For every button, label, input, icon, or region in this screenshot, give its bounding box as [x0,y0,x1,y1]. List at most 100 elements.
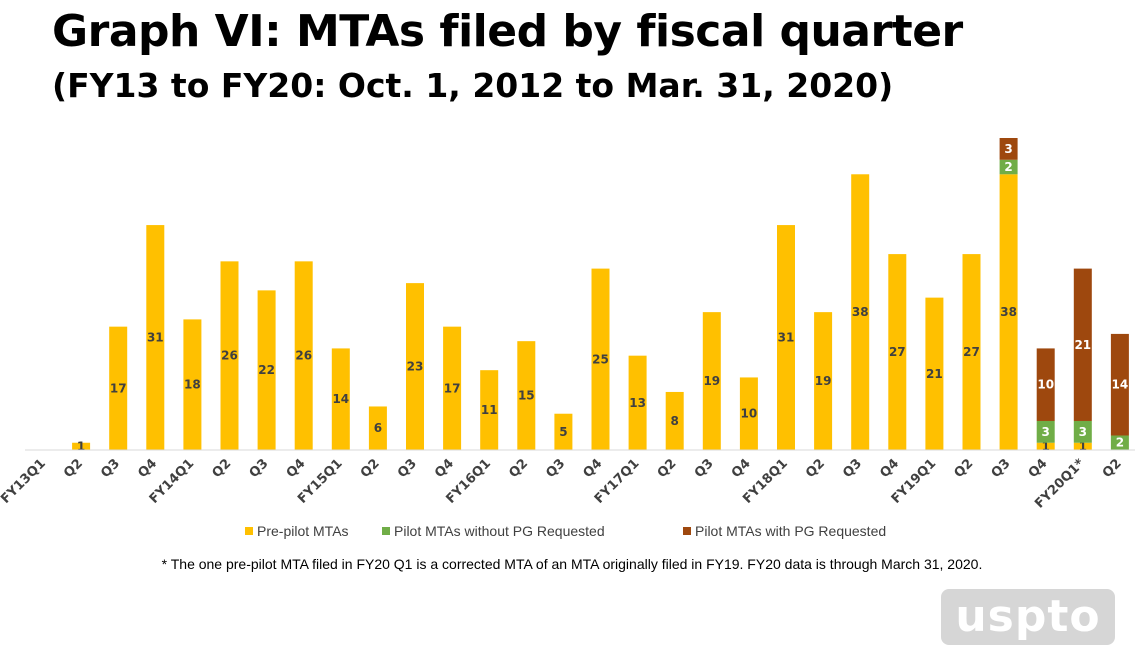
x-tick-label: Q2 [358,456,383,481]
data-label: 19 [815,374,832,388]
bar-pre-pilot-mtas-18 [702,312,721,450]
logo-text: uspto [955,591,1101,642]
data-label: 1 [1079,439,1087,453]
bar-pre-pilot-mtas-16 [628,355,647,450]
x-tick-label: Q4 [284,456,309,481]
bar-pre-pilot-mtas-28 [1073,442,1092,450]
bar-pre-pilot-mtas-11 [443,326,462,450]
legend-swatch [245,527,253,535]
bar-pre-pilot-mtas-26 [999,174,1018,451]
data-label: 6 [374,421,382,435]
bar-pre-pilot-mtas-13 [517,341,536,450]
x-tick-label: Q3 [98,456,123,481]
bar-pilot-mtas-with-pg-requested-27 [1036,348,1055,421]
data-label: 14 [332,392,349,406]
x-tick-label: Q4 [135,456,160,481]
data-label: 14 [1112,378,1129,392]
x-tick-label: Q3 [989,456,1014,481]
bar-pre-pilot-mtas-9 [368,406,387,450]
data-label: 5 [559,425,567,439]
bar-pilot-mtas-with-pg-requested-29 [1110,333,1129,436]
data-label: 10 [1037,378,1054,392]
bar-pre-pilot-mtas-25 [962,254,981,450]
x-tick-label: Q2 [210,456,235,481]
x-tick-label: Q4 [1026,456,1051,481]
uspto-logo: uspto [941,589,1115,645]
bar-pilot-mtas-without-pg-requested-29 [1110,435,1129,450]
x-tick-label: Q3 [692,456,717,481]
data-label: 3 [1079,425,1087,439]
legend-label: Pre-pilot MTAs [257,523,349,539]
bar-pre-pilot-mtas-14 [554,413,573,450]
x-tick-label: Q2 [952,456,977,481]
data-label: 31 [147,331,164,345]
bar-pilot-mtas-with-pg-requested-28 [1073,268,1092,421]
bar-pre-pilot-mtas-4 [183,319,202,450]
data-label: 11 [481,403,498,417]
bar-pre-pilot-mtas-20 [777,225,795,450]
data-label: 15 [518,389,535,403]
legend-label: Pilot MTAs with PG Requested [695,523,886,539]
x-tick-label: Q4 [729,456,754,481]
bar-pre-pilot-mtas-10 [406,283,424,450]
bar-pre-pilot-mtas-24 [925,297,944,450]
x-tick-label: Q3 [395,456,420,481]
data-label: 23 [407,360,424,374]
x-tick-label: Q2 [506,456,531,481]
data-label: 3 [1004,142,1012,156]
bar-pre-pilot-mtas-1 [72,442,91,450]
x-tick-label: Q2 [803,456,828,481]
data-label: 1 [77,439,85,453]
bar-pre-pilot-mtas-15 [591,268,610,450]
legend-swatch [382,527,390,535]
data-label: 25 [592,352,609,366]
bar-pilot-mtas-without-pg-requested-26 [999,159,1018,175]
bars-group: 1173118262226146231711155251381910311938… [72,138,1129,453]
bar-pre-pilot-mtas-17 [665,391,684,450]
data-label: 17 [444,381,461,395]
data-label: 1 [1042,439,1050,453]
bar-pre-pilot-mtas-3 [146,225,165,450]
bar-pre-pilot-mtas-21 [814,312,833,450]
bar-pilot-mtas-without-pg-requested-28 [1073,420,1092,443]
data-label: 2 [1116,436,1124,450]
data-label: 26 [295,349,312,363]
x-tick-label: Q4 [432,456,457,481]
x-tick-label: Q2 [61,456,86,481]
x-tick-label: Q4 [877,456,902,481]
bar-pre-pilot-mtas-23 [888,254,907,450]
data-label: 38 [1000,305,1017,319]
x-tick-label: Q3 [543,456,568,481]
data-label: 19 [703,374,720,388]
bar-pilot-mtas-with-pg-requested-26 [999,138,1018,160]
data-label: 13 [629,396,646,410]
data-label: 31 [778,331,795,345]
bar-pre-pilot-mtas-8 [331,348,350,450]
data-label: 21 [926,367,943,381]
data-label: 17 [110,381,127,395]
data-label: 27 [889,345,906,359]
x-tick-label: Q3 [247,456,272,481]
chart-subtitle: (FY13 to FY20: Oct. 1, 2012 to Mar. 31, … [52,66,894,105]
bar-pre-pilot-mtas-19 [739,377,758,450]
legend-label: Pilot MTAs without PG Requested [394,523,605,539]
bar-pre-pilot-mtas-27 [1036,442,1055,450]
data-label: 3 [1042,425,1050,439]
data-label: 27 [963,345,980,359]
x-tick-label: Q3 [840,456,865,481]
data-label: 21 [1074,338,1091,352]
data-label: 10 [741,407,758,421]
data-label: 8 [671,414,679,428]
bar-pre-pilot-mtas-12 [480,370,499,450]
x-tick-label: Q2 [655,456,680,481]
bar-chart: 1173118262226146231711155251381910311938… [0,138,1135,539]
data-label: 22 [258,363,275,377]
bar-pre-pilot-mtas-22 [851,174,870,451]
legend: Pre-pilot MTAs Pilot MTAs without PG Requ… [245,523,886,539]
x-tick-label: Q2 [1100,456,1125,481]
bar-pre-pilot-mtas-7 [294,261,313,450]
legend-swatch [683,527,691,535]
x-tick-label: Q4 [581,456,606,481]
bar-pre-pilot-mtas-6 [257,290,276,450]
